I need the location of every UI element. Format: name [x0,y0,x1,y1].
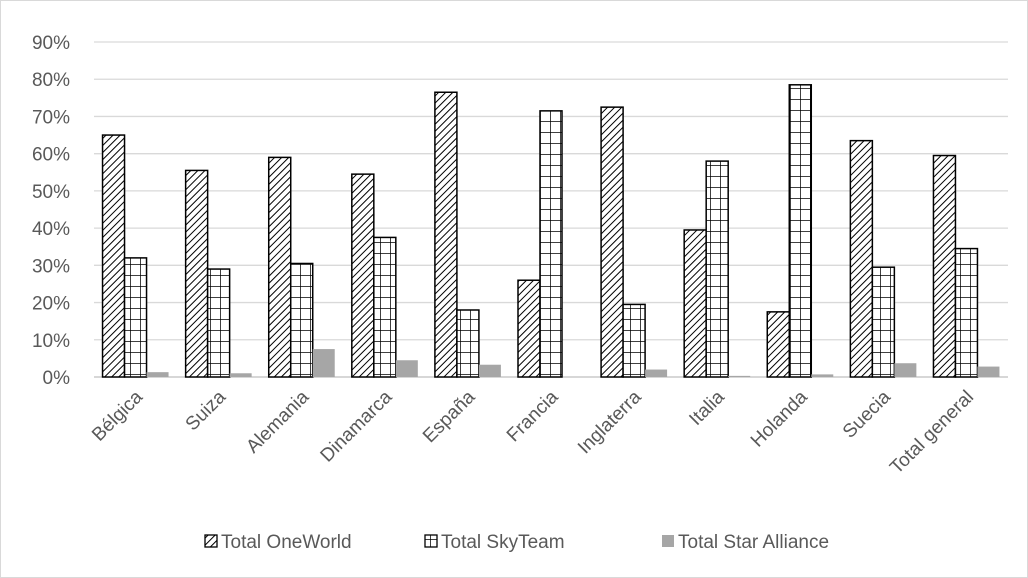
y-tick-label: 20% [32,294,70,315]
bar-total-skyteam [539,110,563,378]
bar-total-oneworld [267,156,292,378]
bar-total-skyteam [871,266,896,378]
bar-total-star-alliance [395,360,418,377]
bar-total-skyteam [788,84,813,378]
bar-total-star-alliance [146,372,169,377]
bar-total-oneworld [517,279,541,378]
bar-total-oneworld [932,154,957,378]
y-tick-label: 0% [43,368,71,389]
y-axis-ticks: 0% 10% 20% 30% 40% 50% 60% 70% 80% 90% [32,33,70,389]
bar-total-star-alliance [645,369,668,377]
legend-label: Total OneWorld [221,532,352,553]
legend: Total OneWorld Total SkyTeam Total Star Al… [204,532,829,553]
bar-total-star-alliance [977,366,1000,377]
x-category-label: Bélgica [88,386,147,445]
bar-total-star-alliance [229,373,252,377]
x-category-label: Francia [503,386,563,446]
legend-label: Total Star Alliance [678,532,829,553]
x-category-label: Dinamarca [317,386,397,466]
bar-total-skyteam [123,257,148,378]
bar-total-oneworld [184,169,209,378]
bar-total-star-alliance [478,364,501,377]
y-tick-label: 80% [32,70,70,91]
bar-total-star-alliance [312,349,335,377]
bar-total-skyteam [456,309,480,378]
y-tick-label: 30% [32,256,70,277]
bar-total-star-alliance [728,375,751,377]
bar-total-star-alliance [894,363,917,377]
bar-total-oneworld [683,229,707,378]
x-category-label: Total general [886,387,978,479]
x-category-label: Alemania [242,386,313,457]
y-tick-label: 90% [32,33,70,54]
bars [101,84,1000,378]
legend-swatch [204,534,218,548]
legend-swatch [424,534,438,548]
bar-total-skyteam [373,236,397,378]
bar-total-oneworld [600,106,624,378]
bar-total-oneworld [434,91,458,378]
x-category-label: España [419,386,480,447]
bar-total-skyteam [289,262,314,378]
x-axis-labels: Bélgica Suiza Alemania Dinamarca España Franc… [88,386,978,478]
bar-total-oneworld [101,134,126,378]
bar-total-skyteam [206,268,231,378]
bar-total-oneworld [766,311,791,378]
y-tick-label: 50% [32,182,70,203]
legend-label: Total SkyTeam [441,532,565,553]
bar-total-star-alliance [811,374,834,377]
y-tick-label: 60% [32,145,70,166]
y-tick-label: 40% [32,219,70,240]
bar-total-oneworld [849,139,874,378]
x-category-label: Holanda [747,386,812,451]
y-tick-label: 10% [32,331,70,352]
y-tick-label: 70% [32,107,70,128]
x-category-label: Inglaterra [574,386,646,458]
x-category-label: Suiza [182,386,231,435]
x-category-label: Suecia [839,386,895,442]
bar-total-oneworld [351,173,375,378]
bar-total-skyteam [622,303,646,378]
bar-total-skyteam [705,160,729,378]
legend-swatch [662,535,674,547]
bar-total-skyteam [954,247,979,378]
x-category-label: Italia [685,386,729,430]
